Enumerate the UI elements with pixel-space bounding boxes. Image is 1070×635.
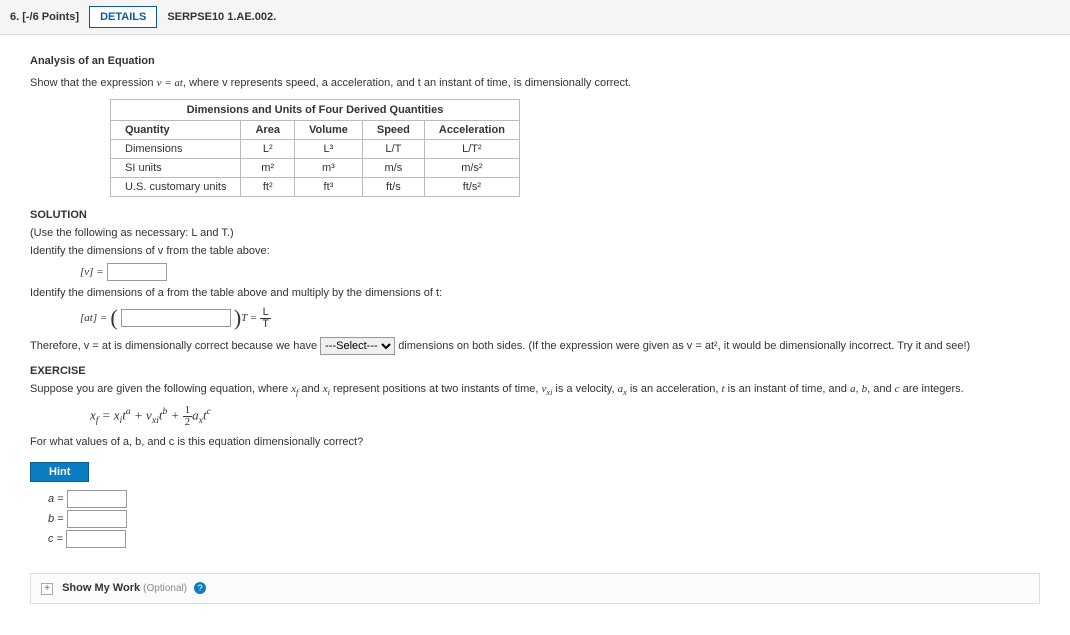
use-following: (Use the following as necessary: L and T… <box>30 227 1040 239</box>
table-caption: Dimensions and Units of Four Derived Qua… <box>110 99 520 120</box>
identify-at: Identify the dimensions of a from the ta… <box>30 287 1040 299</box>
details-button[interactable]: DETAILS <box>89 6 157 28</box>
v-equation-row: [v] = <box>80 263 1040 281</box>
c-input[interactable] <box>66 530 126 548</box>
expand-icon[interactable]: + <box>41 583 53 595</box>
v-input[interactable] <box>107 263 167 281</box>
c-row: c = <box>48 530 1040 548</box>
fraction: L T <box>260 307 271 330</box>
table-row: U.S. customary units ft² ft³ ft/s ft/s² <box>111 178 520 197</box>
table-row: SI units m² m³ m/s m/s² <box>111 159 520 178</box>
exercise-text: Suppose you are given the following equa… <box>30 383 1040 397</box>
dimensions-table: Dimensions and Units of Four Derived Qua… <box>110 99 520 197</box>
analysis-title: Analysis of an Equation <box>30 55 1040 67</box>
exercise-label: EXERCISE <box>30 365 1040 377</box>
b-input[interactable] <box>67 510 127 528</box>
table-header-row: Quantity Area Volume Speed Acceleration <box>111 121 520 140</box>
a-row: a = <box>48 490 1040 508</box>
hint-button[interactable]: Hint <box>30 462 89 482</box>
question-header: 6. [-/6 Points] DETAILS SERPSE10 1.AE.00… <box>0 0 1070 35</box>
table-row: Dimensions L² L³ L/T L/T² <box>111 140 520 159</box>
help-icon[interactable]: ? <box>194 582 206 594</box>
identify-v: Identify the dimensions of v from the ta… <box>30 245 1040 257</box>
for-what: For what values of a, b, and c is this e… <box>30 436 1040 448</box>
source-label: SERPSE10 1.AE.002. <box>167 11 276 23</box>
prompt-text: Show that the expression v = at, where v… <box>30 77 1040 89</box>
optional-label: (Optional) <box>143 583 187 594</box>
a-input[interactable] <box>67 490 127 508</box>
equation: xf = xita + vxitb + 12axtc <box>90 405 1040 428</box>
solution-label: SOLUTION <box>30 209 1040 221</box>
paren-open-icon: ( <box>110 305 117 330</box>
content-area: Analysis of an Equation Show that the ex… <box>0 35 1070 624</box>
at-input[interactable] <box>121 309 231 327</box>
points-label: 6. [-/6 Points] <box>10 11 79 23</box>
b-row: b = <box>48 510 1040 528</box>
show-work-label: Show My Work <box>62 582 140 594</box>
therefore-line: Therefore, v = at is dimensionally corre… <box>30 337 1040 355</box>
show-my-work-panel[interactable]: + Show My Work (Optional) ? <box>30 573 1040 604</box>
select-dropdown[interactable]: ---Select--- <box>320 337 395 355</box>
at-equation-row: [at] = ( )T = L T <box>80 305 1040 331</box>
